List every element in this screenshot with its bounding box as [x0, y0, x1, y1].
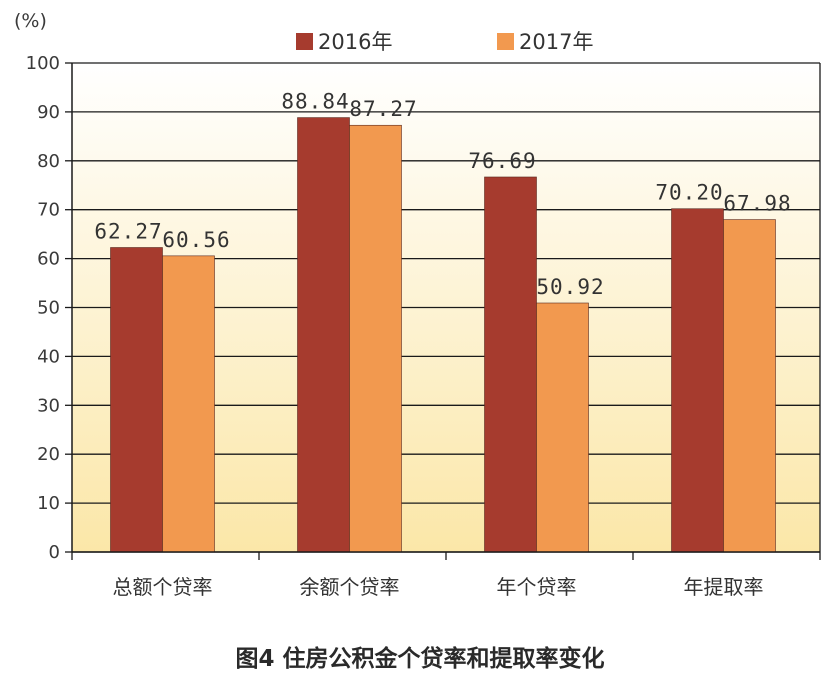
labels: 0 10 20 30 40 50 60 70 80 90 100 62.27 60.56 总额个贷率 88.… — [26, 53, 791, 599]
y-tick-label: 10 — [37, 493, 60, 514]
y-tick-label: 90 — [37, 102, 60, 123]
y-tick-label: 60 — [37, 249, 60, 270]
bars — [110, 117, 776, 553]
legend-label-2017: 2017年 — [519, 30, 593, 54]
legend-label-2016: 2016年 — [318, 30, 392, 54]
data-label: 88.84 — [281, 90, 349, 114]
legend: 2016年 2017年 — [296, 30, 593, 54]
data-label: 67.98 — [723, 192, 791, 216]
y-tick-label: 70 — [37, 200, 60, 221]
data-label: 76.69 — [468, 149, 536, 173]
y-tick-label: 50 — [37, 298, 60, 319]
bar-2017-2 — [349, 124, 402, 553]
y-axis-unit-label: (%) — [14, 10, 47, 32]
figure-caption: 图4 住房公积金个贷率和提取率变化 — [235, 645, 604, 672]
y-tick-label: 20 — [37, 444, 60, 465]
bar-2016-2 — [297, 117, 350, 553]
bar-2016-1 — [110, 247, 163, 553]
y-tick-label: 100 — [26, 53, 60, 74]
data-label: 87.27 — [349, 97, 417, 121]
legend-swatch-2016 — [296, 33, 313, 50]
bar-2016-4 — [671, 208, 724, 553]
x-category-label: 年提取率 — [684, 575, 764, 599]
bar-2017-4 — [723, 219, 776, 553]
y-tick-label: 30 — [37, 395, 60, 416]
bar-2017-3 — [536, 302, 589, 553]
bar-2016-3 — [484, 176, 537, 553]
bar-2017-1 — [162, 255, 215, 553]
y-tick-label: 40 — [37, 346, 60, 367]
y-tick-label: 0 — [49, 542, 60, 563]
data-label: 50.92 — [536, 275, 604, 299]
x-category-label: 年个贷率 — [497, 575, 577, 599]
y-tick-label: 80 — [37, 151, 60, 172]
legend-swatch-2017 — [497, 33, 514, 50]
axes — [65, 62, 821, 560]
data-label: 60.56 — [162, 228, 230, 252]
x-category-label: 总额个贷率 — [113, 575, 213, 599]
data-label: 70.20 — [655, 181, 723, 205]
x-category-label: 余额个贷率 — [300, 575, 400, 599]
data-label: 62.27 — [94, 219, 162, 243]
